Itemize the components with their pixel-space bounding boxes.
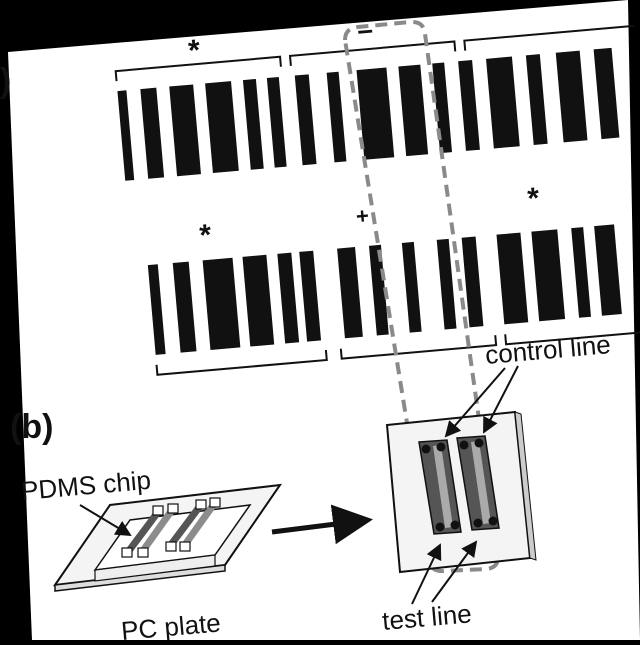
chip-channel [125, 509, 161, 555]
barcode-bar [458, 60, 480, 151]
test-line-pointer [431, 540, 478, 603]
pc-plate-label: PC plate [120, 607, 222, 640]
dashed-callout-outline [342, 19, 501, 574]
pdms-chip-edge [94, 554, 216, 582]
barcode-bar [555, 50, 588, 143]
channel-inner-left [433, 445, 453, 528]
channel-port [435, 522, 445, 532]
pdms-chip-pointer [79, 504, 132, 537]
barcode-bottom-row: * + * [147, 182, 640, 376]
channel-port [459, 440, 469, 450]
channel-port [488, 516, 498, 526]
barcode-bar [242, 78, 264, 170]
barcode-bar [432, 62, 453, 154]
barcode-bar [594, 224, 622, 316]
transition-arrow [271, 504, 373, 545]
barcode-bar [571, 227, 592, 318]
chip-port [179, 541, 191, 552]
channel-port [450, 520, 460, 530]
chip-channel [181, 501, 217, 549]
group-bracket [463, 24, 634, 51]
panel-a: ) * – * + * [0, 14, 640, 574]
device-top-plate-edge [514, 411, 537, 561]
barcode-bar [169, 84, 201, 177]
group-bracket [155, 349, 328, 376]
group-mark: – [356, 14, 374, 46]
device-top-plate [385, 410, 532, 574]
group-bracket [114, 55, 282, 82]
device-assembly [52, 483, 283, 592]
barcode-bar [326, 71, 347, 163]
barcode-bar [496, 232, 529, 325]
chip-port [121, 547, 133, 558]
barcode-bar [368, 244, 389, 336]
barcode-bar [436, 238, 457, 330]
chip-port [137, 547, 149, 558]
device-top-view [385, 410, 537, 574]
barcode-bar [299, 250, 322, 342]
barcode-bar [294, 74, 317, 166]
chip-port [152, 505, 164, 516]
channel-port [473, 518, 483, 528]
chip-port [209, 497, 221, 508]
channel-inner-right [471, 441, 491, 524]
barcode-bar [337, 247, 363, 339]
barcode-bar [356, 67, 395, 160]
barcode-bar [172, 261, 197, 353]
barcode-bar [401, 241, 422, 333]
control-line-pointer [483, 365, 519, 434]
barcode-bar [266, 76, 287, 168]
barcode-top-row: * – [114, 14, 634, 181]
group-mark: * [187, 34, 202, 68]
barcode-bar [147, 264, 166, 355]
group-mark: + [355, 203, 370, 229]
group-bracket [504, 331, 640, 346]
barcode-bar [117, 90, 135, 181]
group-mark: * [526, 182, 541, 216]
control-line-pointer [444, 367, 506, 438]
chip-channel [139, 507, 175, 555]
group-mark: * [198, 219, 213, 253]
chip-port [165, 541, 177, 552]
barcode-bar [202, 257, 241, 351]
barcode-bar [277, 252, 300, 344]
barcode-bar [242, 254, 275, 347]
test-line-pointer [411, 543, 442, 605]
channel-port [474, 438, 484, 448]
barcode-bar [140, 87, 165, 179]
barcode-bar [461, 236, 484, 328]
panel-a-label-fragment: ) [0, 62, 11, 100]
channel-port [421, 444, 431, 454]
barcode-bar [525, 54, 548, 145]
barcode-bar [593, 47, 620, 140]
barcode-bar [398, 64, 429, 157]
panel-b-label: (b) [10, 408, 53, 446]
group-bracket [288, 40, 457, 66]
channel-port [436, 442, 446, 452]
group-bracket [339, 335, 498, 360]
barcode-bar [531, 229, 566, 322]
chip-port [167, 503, 179, 514]
chip-channel [167, 503, 203, 549]
barcode-bar [205, 81, 239, 174]
chip-port [195, 499, 207, 510]
barcode-bar [486, 56, 520, 149]
